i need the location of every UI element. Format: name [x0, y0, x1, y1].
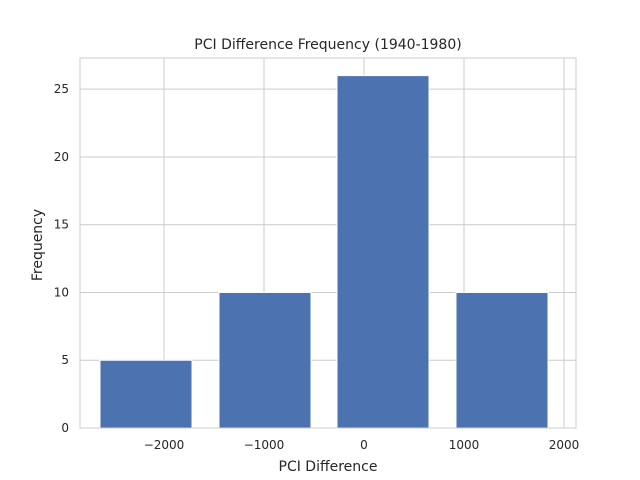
bars: [99, 75, 549, 429]
y-axis-label: Frequency: [30, 209, 46, 281]
x-tick-label-2: 0: [360, 438, 368, 452]
x-tick-labels: −2000 −1000 0 1000 2000: [144, 438, 580, 452]
y-tick-label-5: 25: [54, 82, 69, 96]
histogram-bar-2: [336, 75, 430, 429]
y-tick-label-1: 5: [61, 353, 69, 367]
histogram-bar-1: [218, 291, 312, 429]
x-tick-label-0: −2000: [144, 438, 185, 452]
y-tick-label-4: 20: [54, 150, 69, 164]
x-tick-label-1: −1000: [244, 438, 285, 452]
y-tick-label-3: 15: [54, 218, 69, 232]
chart-title: PCI Difference Frequency (1940-1980): [194, 37, 461, 53]
histogram-bar-3: [455, 291, 549, 429]
y-tick-label-2: 10: [54, 285, 69, 299]
y-tick-labels: 0 5 10 15 20 25: [54, 82, 69, 435]
histogram-bar-0: [99, 359, 193, 429]
x-axis-label: PCI Difference: [279, 459, 378, 475]
x-tick-label-3: 1000: [449, 438, 480, 452]
x-tick-label-4: 2000: [549, 438, 580, 452]
plot-frame: [79, 57, 577, 429]
y-tick-label-0: 0: [61, 421, 69, 435]
